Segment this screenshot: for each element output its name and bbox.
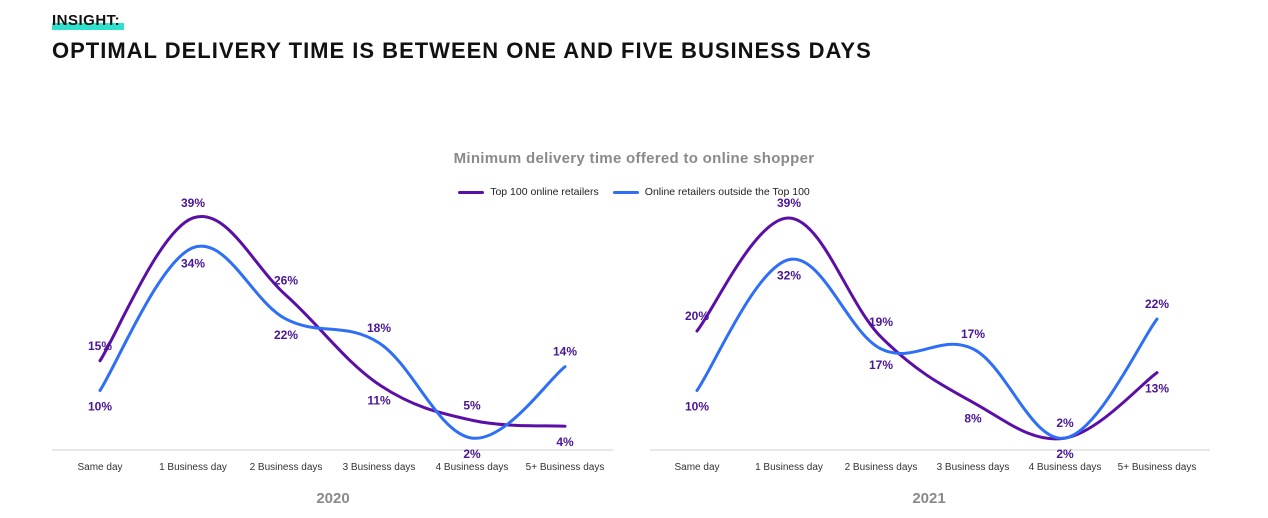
year-label-2020: 2020 xyxy=(316,490,350,507)
x-tick-label: Same day xyxy=(77,462,122,473)
x-tick-label: 5+ Business days xyxy=(1118,462,1197,473)
chart-title: Minimum delivery time offered to online … xyxy=(453,150,815,167)
series-line-top100 xyxy=(695,216,1159,441)
data-label: 26% xyxy=(274,273,298,287)
x-tick-label: Same day xyxy=(674,462,719,473)
data-label: 22% xyxy=(1145,297,1169,311)
data-label: 2% xyxy=(463,447,481,461)
data-label: 20% xyxy=(685,309,709,323)
data-label: 8% xyxy=(964,411,982,425)
series-line-outside xyxy=(695,257,1159,440)
legend-item-outside: Online retailers outside the Top 100 xyxy=(612,186,810,198)
data-label: 39% xyxy=(181,196,205,210)
series-line-top100 xyxy=(98,214,567,428)
x-tick-label: 3 Business days xyxy=(343,462,416,473)
data-label: 17% xyxy=(869,358,893,372)
data-label: 32% xyxy=(777,269,801,283)
data-label: 22% xyxy=(274,328,298,342)
page-title: OPTIMAL DELIVERY TIME IS BETWEEN ONE AND… xyxy=(52,38,872,63)
x-tick-label: 4 Business days xyxy=(436,462,509,473)
x-tick-label: 1 Business day xyxy=(755,462,823,473)
data-label: 14% xyxy=(553,345,577,359)
data-label: 18% xyxy=(367,321,391,335)
legend-item-top100: Top 100 online retailers xyxy=(458,186,599,198)
insight-eyebrow: INSIGHT: xyxy=(52,12,125,30)
legend-label-top100: Top 100 online retailers xyxy=(490,186,599,198)
data-label: 2% xyxy=(1056,447,1074,461)
data-label: 34% xyxy=(181,257,205,271)
data-label: 15% xyxy=(88,339,112,353)
data-label: 19% xyxy=(869,315,893,329)
x-tick-label: 2 Business days xyxy=(845,462,918,473)
x-tick-label: 2 Business days xyxy=(250,462,323,473)
data-label: 5% xyxy=(463,398,481,412)
data-label: 10% xyxy=(685,400,709,414)
data-label: 4% xyxy=(556,435,574,449)
x-tick-label: 4 Business days xyxy=(1029,462,1102,473)
data-label: 11% xyxy=(367,394,391,408)
data-label: 17% xyxy=(961,327,985,341)
data-label: 10% xyxy=(88,400,112,414)
data-label: 13% xyxy=(1145,382,1169,396)
x-tick-label: 5+ Business days xyxy=(526,462,605,473)
data-label: 39% xyxy=(777,196,801,210)
x-tick-label: 1 Business day xyxy=(159,462,227,473)
series-line-outside xyxy=(98,244,567,440)
data-label: 2% xyxy=(1056,416,1074,430)
legend-label-outside: Online retailers outside the Top 100 xyxy=(644,186,810,198)
legend-swatch-outside xyxy=(612,190,639,194)
legend-swatch-top100 xyxy=(458,190,485,194)
eyebrow-text: INSIGHT: xyxy=(52,12,121,29)
chart-legend: Top 100 online retailers Online retailer… xyxy=(0,186,1268,198)
year-label-2021: 2021 xyxy=(912,490,946,507)
x-tick-label: 3 Business days xyxy=(937,462,1010,473)
